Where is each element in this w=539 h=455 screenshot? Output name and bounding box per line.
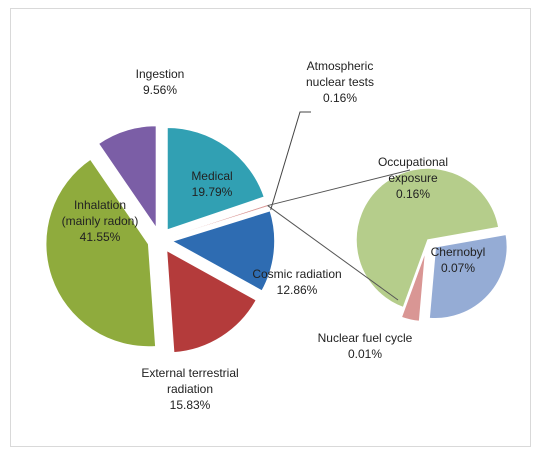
pie-slice (44, 157, 157, 348)
leader-line (263, 111, 311, 233)
category-label: Nuclear fuel cycle (317, 331, 413, 345)
slice-label: Atmospheric nuclear tests 0.16% (295, 58, 385, 106)
connector-line (267, 169, 411, 207)
value-label: 0.07% (440, 261, 476, 275)
pie-slice (166, 126, 266, 232)
category-label: Inhalation (mainly radon) (61, 198, 139, 228)
value-label: 0.16% (395, 187, 431, 201)
pie-slice (171, 202, 271, 237)
value-label: 41.55% (79, 230, 121, 244)
category-label: Cosmic radiation (252, 267, 342, 281)
slice-label: Occupational exposure 0.16% (368, 154, 458, 202)
pie-slice (428, 233, 509, 320)
slice-label: External terrestrial radiation 15.83% (130, 365, 250, 413)
value-label: 9.56% (142, 83, 178, 97)
pie-slice (400, 249, 427, 323)
connector-line (267, 205, 399, 301)
slice-label: Inhalation (mainly radon) 41.55% (60, 197, 140, 245)
slice-label: Nuclear fuel cycle 0.01% (305, 330, 425, 362)
slice-label: Medical 19.79% (177, 168, 247, 200)
value-label: 15.83% (169, 398, 211, 412)
pie-slice (170, 209, 276, 293)
slice-label: Ingestion 9.56% (125, 66, 195, 98)
chart-frame (10, 8, 531, 447)
category-label: Atmospheric nuclear tests (305, 59, 375, 89)
value-label: 0.16% (322, 91, 358, 105)
category-label: Chernobyl (430, 245, 486, 259)
pie-slice (165, 248, 258, 354)
value-label: 0.01% (347, 347, 383, 361)
value-label: 12.86% (276, 283, 318, 297)
category-label: Occupational exposure (377, 155, 449, 185)
slice-label: Cosmic radiation 12.86% (242, 266, 352, 298)
category-label: Ingestion (135, 67, 185, 81)
pie-slice (97, 124, 158, 231)
slice-label: Chernobyl 0.07% (428, 244, 488, 276)
value-label: 19.79% (191, 185, 233, 199)
category-label: Medical (191, 169, 233, 183)
pie-slice (355, 167, 500, 309)
category-label: External terrestrial radiation (141, 366, 239, 396)
